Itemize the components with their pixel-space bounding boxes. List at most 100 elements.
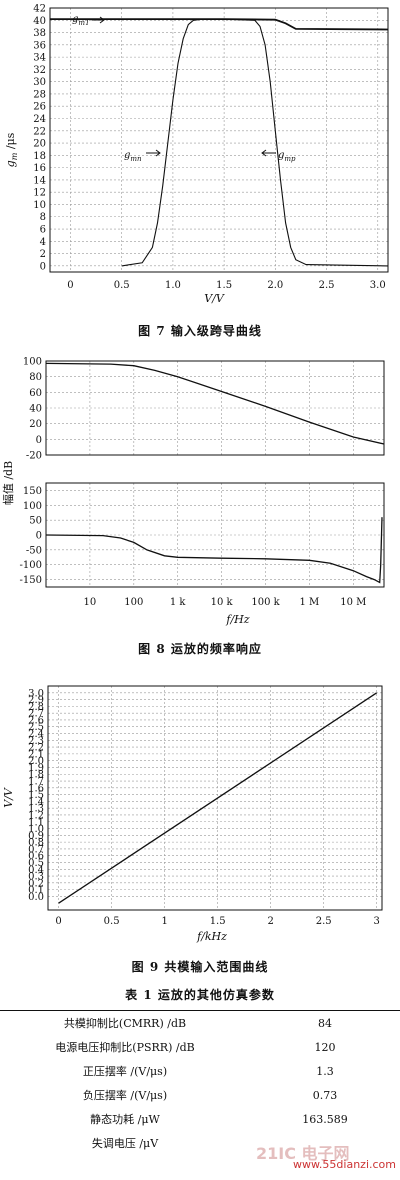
fig9-x-tick-label: 1.5 bbox=[210, 916, 226, 927]
fig7-x-tick-label: 0.5 bbox=[114, 280, 130, 291]
fig8-magnitude-y-tick-label: 80 bbox=[29, 372, 42, 383]
fig7-y-tick-label: 4 bbox=[40, 237, 46, 248]
figure-9: 0.0 0.1 0.2 0.3 0.4 0.5 0.6 0.7 0.8 0.9 1.0 1.1 1.2 1… bbox=[0, 678, 400, 946]
fig9-y-tick-label: 1.5 bbox=[28, 790, 44, 801]
fig7-x-tick-label: 0 bbox=[67, 280, 73, 291]
fig7-y-tick-label: 20 bbox=[33, 139, 46, 150]
fig9-y-tick-label: 1.0 bbox=[28, 824, 44, 835]
fig9-y-tick-label: 1.9 bbox=[28, 763, 44, 774]
fig7-y-tick-label: 28 bbox=[33, 89, 46, 100]
fig7-y-tick-label: 26 bbox=[33, 102, 46, 113]
fig7-grid bbox=[49, 7, 389, 273]
table-1-title: 表 1 运放的其他仿真参数 bbox=[125, 988, 275, 1002]
fig7-y-tick-label: 14 bbox=[33, 175, 46, 186]
fig7-annotation-gmn: gmn bbox=[124, 150, 142, 163]
fig7-y-tick-label: 32 bbox=[33, 65, 46, 76]
table-cell-value: 1.3 bbox=[316, 1064, 334, 1078]
fig7-annotation-gmp: gmp bbox=[278, 150, 296, 163]
fig9-x-tick-label: 0 bbox=[55, 916, 61, 927]
fig7-x-axis-label: V/V bbox=[204, 292, 225, 305]
fig7-arrow-gmn bbox=[146, 149, 161, 157]
fig9-y-tick-label: 2.8 bbox=[28, 702, 44, 713]
fig8-phase-y-tick-label: -150 bbox=[20, 575, 42, 586]
fig7-y-tick-label: 18 bbox=[33, 151, 46, 162]
fig7-y-tick-label: 24 bbox=[33, 114, 46, 125]
fig9-y-tick-label: 2.7 bbox=[28, 709, 44, 720]
table-cell-parameter: 正压摆率 /(V/μs) bbox=[82, 1065, 168, 1078]
figure-7: 0 2 4 6 8 10 12 14 16 18 20 22 24 26 28 30 32 34 36 38 40 42 … bbox=[0, 0, 400, 320]
table-row: 正压摆率 /(V/μs) 1.3 bbox=[0, 1059, 400, 1083]
fig7-y-tick-label: 22 bbox=[33, 126, 46, 137]
fig7-x-tick-label: 2.0 bbox=[267, 280, 283, 291]
fig9-x-tick-label: 3 bbox=[374, 916, 380, 927]
fig7-ylabel-suffix: /μs bbox=[4, 132, 17, 152]
figure-8: -20 0 20 40 60 80 100 -150 -100 -50 0 50 100 150 10 1… bbox=[0, 355, 400, 635]
fig7-x-tick-labels: 0 0.5 1.0 1.5 2.0 2.5 3.0 bbox=[67, 280, 385, 291]
fig7-series-gmp bbox=[224, 18, 389, 267]
fig7-y-tick-label: 40 bbox=[33, 16, 46, 27]
fig9-y-tick-label: 2.6 bbox=[28, 715, 44, 726]
fig9-y-tick-label: 0.0 bbox=[28, 892, 44, 903]
fig7-y-tick-label: 36 bbox=[33, 40, 46, 51]
figure-7-chart: 024681012141618202224262830323436384042 … bbox=[4, 4, 389, 305]
fig7-x-tick-label: 1.5 bbox=[216, 280, 232, 291]
fig9-y-tick-label: 0.7 bbox=[28, 844, 44, 855]
fig8-x-tick-label: 100 k bbox=[251, 597, 280, 608]
fig7-arrow-gmp bbox=[261, 149, 276, 157]
table-cell-parameter: 负压摆率 /(V/μs) bbox=[82, 1089, 168, 1102]
figure-9-caption: 图 9 共模输入范围曲线 bbox=[131, 960, 269, 974]
table-cell-parameter: 静态功耗 /μW bbox=[90, 1113, 160, 1126]
table-1: 共模抑制比(CMRR) /dB 84 电源电压抑制比(PSRR) /dB 120… bbox=[0, 1010, 400, 1155]
fig9-series bbox=[58, 692, 378, 904]
fig8-series bbox=[45, 362, 385, 584]
fig8-phase-y-tick-label: 150 bbox=[23, 486, 42, 497]
fig9-y-tick-label: 0.3 bbox=[28, 872, 44, 883]
figure-8-caption: 图 8 运放的频率响应 bbox=[138, 642, 262, 656]
table-cell-value: 163.589 bbox=[302, 1112, 348, 1126]
table-row: 失调电压 /μV bbox=[0, 1131, 400, 1155]
watermark-logo: 21IC 电子网 bbox=[256, 1144, 350, 1163]
fig9-y-tick-label: 1.3 bbox=[28, 804, 44, 815]
fig9-y-tick-label: 2.0 bbox=[28, 756, 44, 767]
fig8-magnitude-y-tick-label: 40 bbox=[29, 404, 42, 415]
fig9-x-tick-label: 0.5 bbox=[104, 916, 120, 927]
fig9-y-tick-label: 2.1 bbox=[28, 749, 44, 760]
fig7-y-tick-label: 0 bbox=[40, 261, 46, 272]
fig9-y-tick-label: 1.2 bbox=[28, 810, 44, 821]
fig9-x-tick-label: 2 bbox=[267, 916, 273, 927]
table-row: 电源电压抑制比(PSRR) /dB 120 bbox=[0, 1035, 400, 1059]
table-row: 静态功耗 /μW 163.589 bbox=[0, 1107, 400, 1131]
fig9-y-tick-label: 0.2 bbox=[28, 878, 44, 889]
table-cell-parameter: 电源电压抑制比(PSRR) /dB bbox=[55, 1041, 195, 1054]
fig9-frame bbox=[47, 685, 383, 911]
fig9-y-tick-label: 1.4 bbox=[28, 797, 44, 808]
fig8-x-tick-label: 10 k bbox=[211, 597, 234, 608]
fig9-y-tick-label: 0.6 bbox=[28, 851, 44, 862]
fig8-magnitude-grid bbox=[45, 360, 385, 456]
fig9-y-tick-label: 1.8 bbox=[28, 770, 44, 781]
fig9-y-tick-label: 1.6 bbox=[28, 783, 44, 794]
fig9-y-tick-label: 2.9 bbox=[28, 695, 44, 706]
fig8-x-tick-label: 100 bbox=[124, 597, 143, 608]
fig7-ylabel-sub: m bbox=[10, 152, 19, 160]
fig8-y-axis-label: 幅值 /dB bbox=[2, 461, 15, 505]
fig8-series-phase bbox=[45, 517, 383, 584]
fig8-x-tick-labels: 10 100 1 k 10 k 100 k 1 M 10 M bbox=[84, 597, 367, 608]
fig8-phase-y-tick-label: -100 bbox=[20, 560, 42, 571]
fig8-magnitude-y-tick-labels: -20 0 20 40 60 80 100 bbox=[23, 357, 42, 462]
fig8-magnitude-y-tick-label: 0 bbox=[36, 435, 42, 446]
fig8-phase-y-tick-label: -50 bbox=[26, 545, 42, 556]
fig9-x-tick-labels: 0 0.5 1 1.5 2 2.5 3 bbox=[55, 916, 379, 927]
fig7-y-tick-label: 10 bbox=[33, 200, 46, 211]
fig8-magnitude-y-tick-label: 20 bbox=[29, 419, 42, 430]
fig7-y-tick-label: 6 bbox=[40, 225, 46, 236]
fig7-y-tick-label: 8 bbox=[40, 212, 46, 223]
fig7-ylabel-main: g bbox=[4, 160, 17, 167]
fig7-y-tick-label: 12 bbox=[33, 188, 46, 199]
fig8-x-axis-label: f/Hz bbox=[225, 613, 249, 626]
fig9-y-tick-label: 2.3 bbox=[28, 736, 44, 747]
fig9-y-tick-label: 1.7 bbox=[28, 777, 44, 788]
fig9-y-tick-label: 0.8 bbox=[28, 838, 44, 849]
